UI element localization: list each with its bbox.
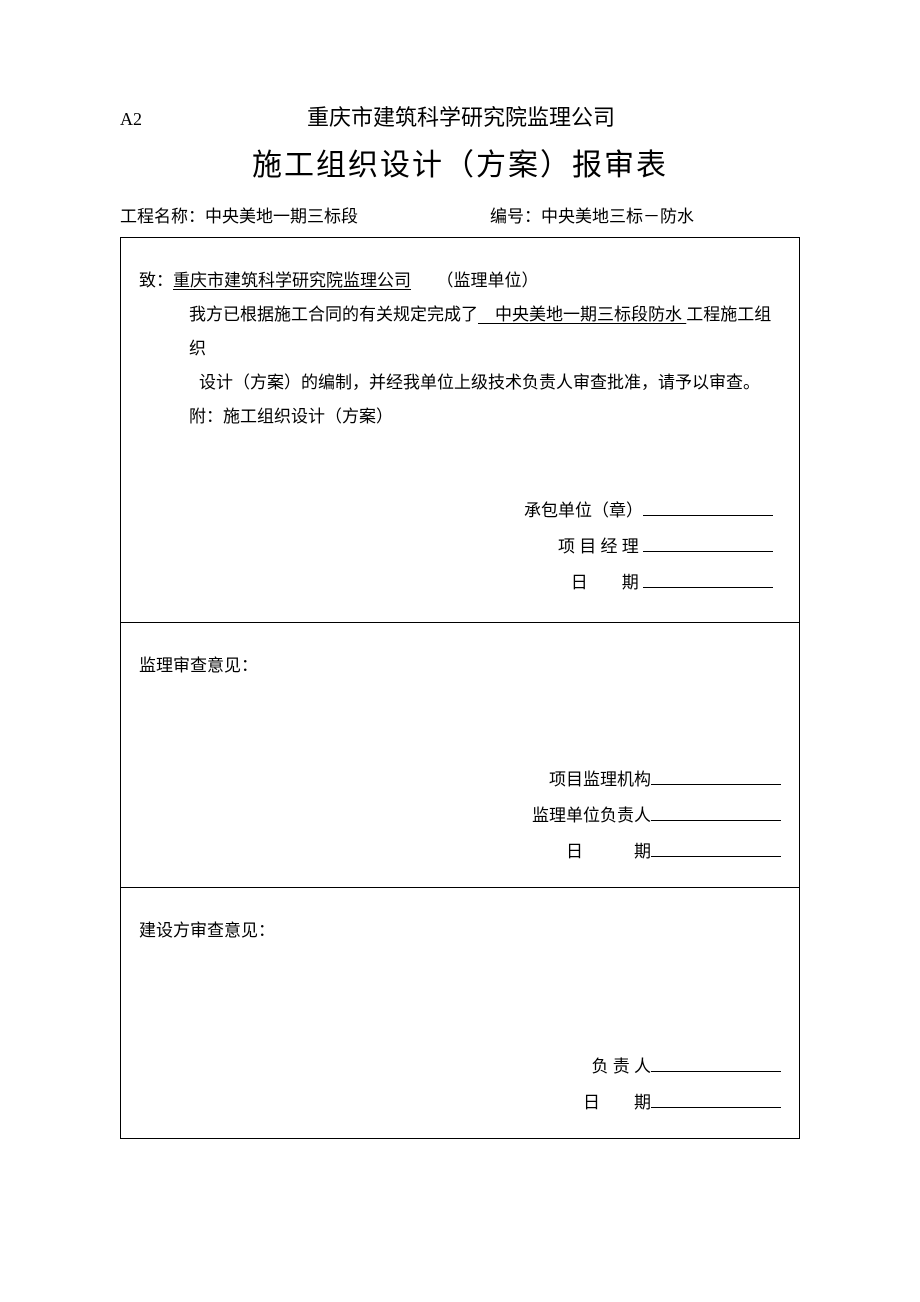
supervision-review-title: 监理审查意见： bbox=[139, 649, 781, 683]
main-form-box: 致：重庆市建筑科学研究院监理公司 （监理单位） 我方已根据施工合同的有关规定完成… bbox=[120, 237, 800, 1139]
contractor-stamp-line bbox=[643, 499, 773, 516]
organization-name: 重庆市建筑科学研究院监理公司 bbox=[122, 100, 800, 132]
supervision-head-label: 监理单位负责人 bbox=[532, 806, 651, 825]
line2-project: 中央美地一期三标段防水 bbox=[478, 305, 686, 324]
supervision-org-line bbox=[651, 768, 781, 785]
supervision-signature-block: 项目监理机构 监理单位负责人 日 期 bbox=[532, 763, 781, 871]
number-label: 编号： bbox=[490, 207, 541, 226]
project-meta: 工程名称：中央美地一期三标段 bbox=[120, 202, 430, 227]
date-row-1: 日 期 bbox=[139, 566, 773, 600]
date-row-2: 日 期 bbox=[532, 835, 781, 869]
form-title: 施工组织设计（方案）报审表 bbox=[120, 140, 800, 184]
contractor-stamp-row: 承包单位（章） bbox=[139, 494, 773, 528]
attachment-line: 附：施工组织设计（方案） bbox=[139, 400, 781, 434]
pm-signature-line bbox=[643, 535, 773, 552]
pm-label: 项 目 经 理 bbox=[558, 537, 639, 556]
contractor-signature-block: 承包单位（章） 项 目 经 理 日 期 bbox=[139, 494, 781, 600]
date-label-1: 日 期 bbox=[571, 573, 639, 592]
supervision-org-row: 项目监理机构 bbox=[532, 763, 781, 797]
to-label: 致： bbox=[139, 271, 173, 290]
number-value: 中央美地三标－防水 bbox=[541, 207, 694, 226]
supervision-head-line bbox=[651, 804, 781, 821]
date-label-3: 日 期 bbox=[583, 1093, 651, 1112]
to-recipient: 重庆市建筑科学研究院监理公司 bbox=[173, 271, 411, 290]
date-line-3 bbox=[651, 1091, 781, 1108]
date-label-2: 日 期 bbox=[566, 842, 651, 861]
date-line-2 bbox=[651, 840, 781, 857]
section-submission: 致：重庆市建筑科学研究院监理公司 （监理单位） 我方已根据施工合同的有关规定完成… bbox=[121, 238, 799, 623]
to-role: （监理单位） bbox=[445, 271, 539, 290]
statement-line-1: 我方已根据施工合同的有关规定完成了 中央美地一期三标段防水 工程施工组织 bbox=[139, 298, 781, 366]
responsible-person-line bbox=[651, 1055, 781, 1072]
responsible-person-label: 负 责 人 bbox=[592, 1057, 652, 1076]
project-name: 中央美地一期三标段 bbox=[205, 207, 358, 226]
line2-prefix: 我方已根据施工合同的有关规定完成了 bbox=[189, 305, 478, 324]
construction-review-title: 建设方审查意见： bbox=[139, 914, 781, 948]
date-line-1 bbox=[643, 571, 773, 588]
project-label: 工程名称： bbox=[120, 207, 205, 226]
responsible-person-row: 负 责 人 bbox=[583, 1050, 781, 1084]
section-supervision-review: 监理审查意见： 项目监理机构 监理单位负责人 日 期 bbox=[121, 623, 799, 888]
number-meta: 编号：中央美地三标－防水 bbox=[430, 202, 800, 227]
contractor-label: 承包单位（章） bbox=[524, 501, 643, 520]
supervision-org-label: 项目监理机构 bbox=[549, 770, 651, 789]
section-construction-review: 建设方审查意见： 负 责 人 日 期 bbox=[121, 888, 799, 1138]
statement-line-2: 设计（方案）的编制，并经我单位上级技术负责人审查批准，请予以审查。 bbox=[139, 366, 781, 400]
meta-row: 工程名称：中央美地一期三标段 编号：中央美地三标－防水 bbox=[120, 202, 800, 227]
date-row-3: 日 期 bbox=[583, 1086, 781, 1120]
supervision-head-row: 监理单位负责人 bbox=[532, 799, 781, 833]
to-line: 致：重庆市建筑科学研究院监理公司 （监理单位） bbox=[139, 264, 781, 298]
pm-row: 项 目 经 理 bbox=[139, 530, 773, 564]
construction-signature-block: 负 责 人 日 期 bbox=[583, 1050, 781, 1122]
header-row: A2 重庆市建筑科学研究院监理公司 bbox=[120, 100, 800, 132]
